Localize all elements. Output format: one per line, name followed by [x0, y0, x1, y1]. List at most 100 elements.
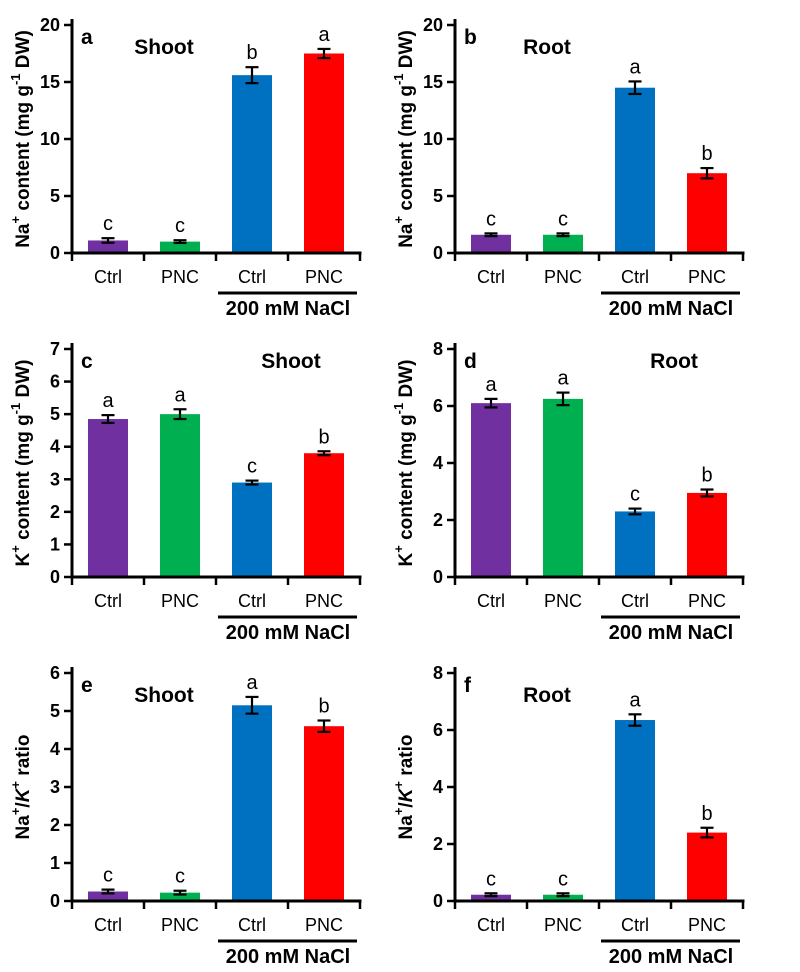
y-axis-label: Na+ content (mg g-1 DW) — [391, 30, 417, 248]
bar-pnc-1 — [160, 241, 200, 253]
x-category-label: Ctrl — [621, 915, 649, 935]
y-tick-label: 5 — [433, 186, 443, 206]
panel-c: a a c b 0 1 2 3 4 5 6 7 Ctrl PNC Ctrl PNC 200 mM NaCl c Sh… — [0, 324, 400, 648]
bar-pnc-3 — [304, 53, 344, 253]
panel-letter: b — [464, 26, 477, 49]
x-category-label: PNC — [544, 267, 582, 287]
sig-letter-3: b — [318, 426, 329, 448]
y-axis-label: Na+/K+ ratio — [391, 735, 417, 840]
y-tick-label: 1 — [50, 534, 60, 554]
chart-f-na-k-ratio-root: c c a b 0 2 4 6 8 Ctrl PNC Ctrl PNC 200 mM NaCl f Root N… — [391, 663, 745, 968]
x-category-label: PNC — [305, 267, 343, 287]
panel-title: Shoot — [261, 350, 320, 373]
y-tick-label: 0 — [50, 243, 60, 263]
sig-letter-1: c — [558, 208, 568, 230]
error-bar-3 — [700, 488, 714, 498]
error-bar-0 — [101, 237, 115, 244]
y-tick-label: 1 — [50, 853, 60, 873]
x-category-label: Ctrl — [238, 591, 266, 611]
sig-letter-0: c — [486, 868, 496, 890]
bar-ctrl-2 — [615, 720, 655, 901]
bar-ctrl-0 — [88, 891, 128, 901]
y-tick-label: 4 — [50, 739, 60, 759]
sig-letter-1: c — [558, 868, 568, 890]
x-category-label: Ctrl — [621, 267, 649, 287]
bar-ctrl-2 — [615, 511, 655, 577]
bar-pnc-3 — [304, 453, 344, 577]
x-category-label: PNC — [161, 915, 199, 935]
bar-pnc-1 — [543, 894, 583, 901]
bar-pnc-3 — [687, 832, 727, 901]
y-tick-label: 0 — [50, 891, 60, 911]
y-tick-label: 0 — [433, 567, 443, 587]
group-label: 200 mM NaCl — [226, 946, 351, 968]
y-tick-label: 2 — [433, 834, 443, 854]
error-bar-2 — [245, 479, 259, 486]
error-bar-2 — [628, 80, 642, 96]
y-tick-label: 8 — [433, 663, 443, 683]
bar-ctrl-2 — [232, 75, 272, 253]
bar-pnc-3 — [687, 173, 727, 253]
panel-letter: f — [464, 674, 472, 697]
panel-title: Root — [523, 36, 571, 59]
error-bar-2 — [245, 695, 259, 715]
sig-letter-3: a — [318, 24, 330, 46]
error-bar-3 — [700, 166, 714, 180]
panel-letter: d — [464, 350, 477, 373]
panel-a: c c b a 0 5 10 15 20 Ctrl PNC Ctrl PNC 200 mM NaCl a Sh… — [0, 0, 400, 324]
y-tick-label: 10 — [423, 129, 443, 149]
sig-letter-0: c — [103, 213, 113, 235]
panel-title: Root — [523, 684, 571, 707]
y-tick-label: 3 — [50, 777, 60, 797]
sig-letter-1: c — [175, 215, 185, 237]
error-bar-1 — [556, 391, 570, 407]
error-bar-1 — [173, 408, 187, 421]
error-bar-0 — [101, 414, 115, 425]
x-category-label: PNC — [688, 915, 726, 935]
y-tick-label: 15 — [423, 72, 443, 92]
bar-ctrl-0 — [471, 894, 511, 901]
y-axis-label: K+ content (mg g-1 DW) — [8, 359, 34, 566]
panel-letter: a — [81, 26, 93, 49]
sig-letter-3: b — [701, 803, 712, 825]
sig-letter-2: c — [630, 484, 640, 506]
bar-pnc-1 — [543, 234, 583, 253]
panel-title: Shoot — [134, 36, 193, 59]
sig-letter-2: b — [246, 42, 257, 64]
bar-pnc-1 — [160, 414, 200, 577]
error-bar-3 — [700, 826, 714, 839]
error-bar-2 — [628, 713, 642, 727]
x-category-label: Ctrl — [621, 591, 649, 611]
x-category-label: Ctrl — [238, 267, 266, 287]
bar-pnc-1 — [543, 398, 583, 577]
panel-f: c c a b 0 2 4 6 8 Ctrl PNC Ctrl PNC 200 mM NaCl f Root N… — [391, 648, 800, 972]
bar-ctrl-0 — [88, 240, 128, 253]
error-bar-1 — [556, 892, 570, 898]
sig-letter-2: c — [247, 456, 257, 478]
bar-pnc-1 — [160, 892, 200, 901]
x-category-label: PNC — [688, 267, 726, 287]
y-tick-label: 20 — [423, 15, 443, 35]
y-tick-label: 2 — [50, 502, 60, 522]
bar-ctrl-2 — [232, 705, 272, 901]
y-tick-label: 5 — [50, 701, 60, 721]
panel-d: a a c b 0 2 4 6 8 Ctrl PNC Ctrl PNC 200 mM NaCl d Root K… — [391, 324, 800, 648]
error-bar-2 — [628, 507, 642, 516]
y-axis-label: Na+ content (mg g-1 DW) — [8, 30, 34, 248]
x-category-label: Ctrl — [477, 915, 505, 935]
sig-letter-2: a — [629, 56, 641, 78]
y-tick-label: 4 — [433, 453, 443, 473]
error-bar-3 — [317, 450, 331, 457]
y-tick-label: 0 — [433, 891, 443, 911]
x-category-label: PNC — [305, 915, 343, 935]
y-tick-label: 20 — [40, 15, 60, 35]
y-tick-label: 3 — [50, 469, 60, 489]
y-tick-label: 2 — [433, 510, 443, 530]
chart-b-na-content-root: c c a b 0 5 10 15 20 Ctrl PNC Ctrl PNC 200 mM NaCl b Ro… — [391, 15, 745, 320]
y-tick-label: 4 — [50, 437, 60, 457]
chart-e-na-k-ratio-shoot: c c a b 0 1 2 3 4 5 6 Ctrl PNC Ctrl PNC 200 mM NaCl e Sho… — [8, 663, 362, 968]
group-label: 200 mM NaCl — [609, 946, 734, 968]
panel-letter: e — [81, 674, 93, 697]
y-axis-label: K+ content (mg g-1 DW) — [391, 359, 417, 566]
